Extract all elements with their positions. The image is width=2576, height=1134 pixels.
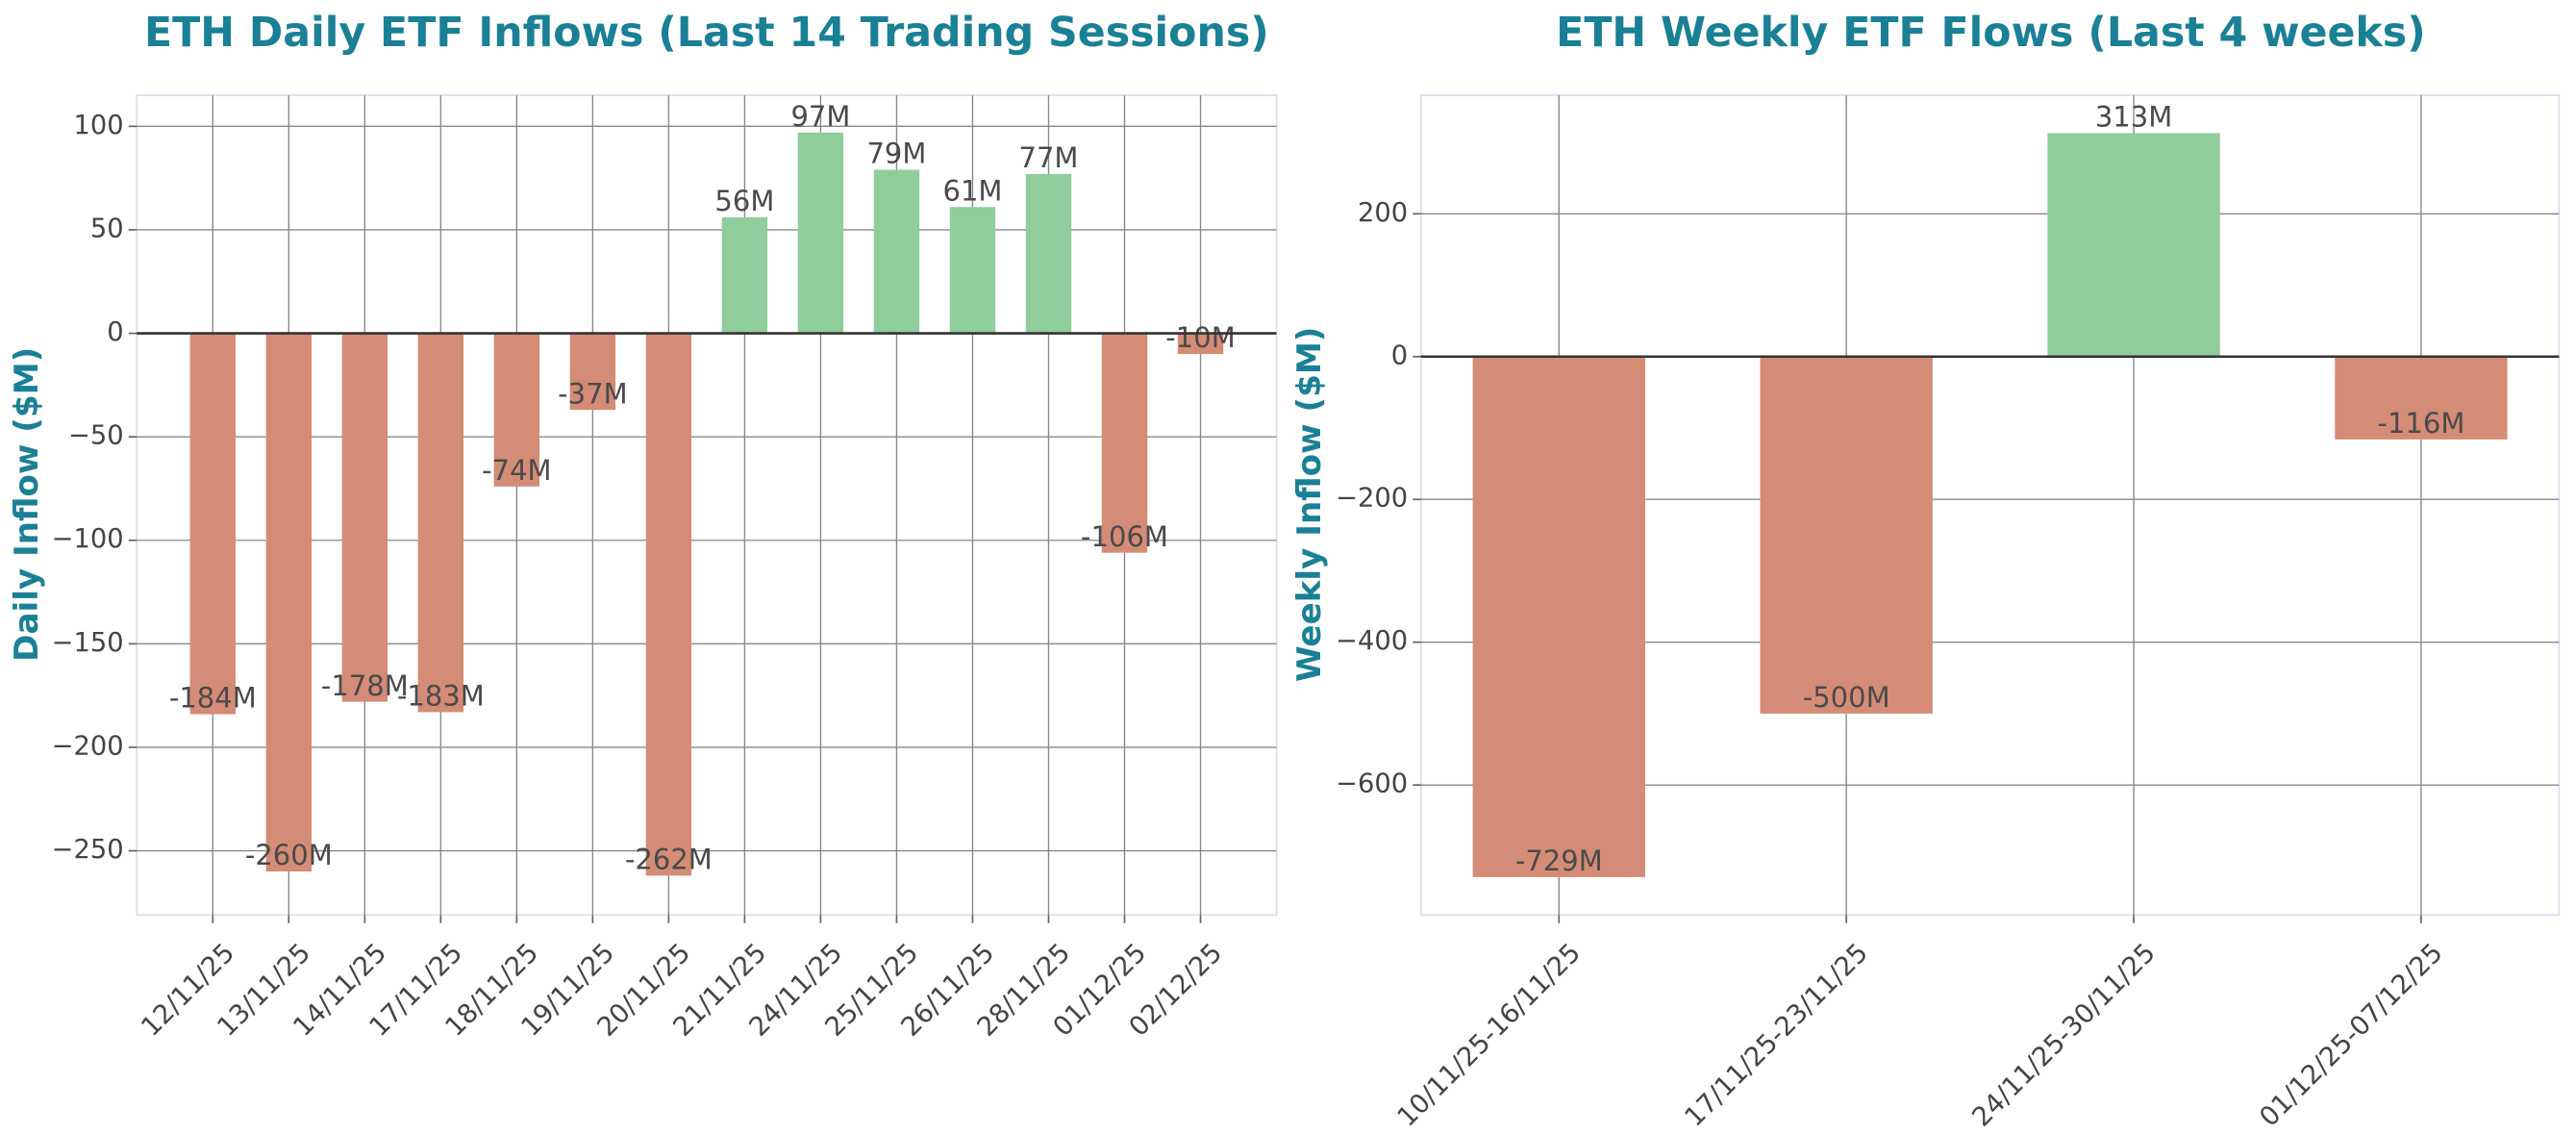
chart-title: ETH Daily ETF Inflows (Last 14 Trading S… [144, 9, 1269, 57]
value-label: -106M [1081, 520, 1168, 553]
value-label: -262M [625, 844, 713, 876]
chart: ETH Daily ETF Inflows (Last 14 Trading S… [8, 9, 1278, 1043]
chart-title: ETH Weekly ETF Flows (Last 4 weeks) [1556, 9, 2426, 57]
y-tick-label: 100 [73, 111, 123, 140]
y-tick-label: −150 [52, 628, 124, 658]
bar [1760, 356, 1933, 714]
y-axis-label: Weekly Inflow ($M) [1290, 327, 1329, 682]
y-tick-label: −600 [1336, 769, 1408, 799]
bar [1177, 333, 1224, 355]
value-label: -178M [321, 669, 409, 702]
bar [2335, 356, 2508, 440]
x-tick-label: 01/12/25-07/12/25 [2254, 938, 2448, 1130]
value-label: -500M [1803, 681, 1890, 714]
y-tick-label: −400 [1336, 626, 1408, 656]
bar [417, 333, 464, 713]
bar [189, 333, 237, 715]
value-label: -729M [1515, 844, 1603, 877]
y-tick-label: −50 [68, 421, 124, 451]
value-label: -184M [169, 682, 257, 715]
value-label: 97M [790, 100, 850, 133]
value-label: -116M [2377, 407, 2464, 440]
bar [721, 217, 768, 334]
value-label: 61M [942, 174, 1002, 207]
value-label: -37M [558, 377, 627, 410]
y-tick-label: −200 [52, 731, 124, 761]
value-label: -10M [1165, 321, 1235, 354]
bar [569, 333, 616, 411]
y-tick-label: −200 [1336, 484, 1408, 514]
value-label: -260M [245, 839, 333, 871]
plot-frame [136, 94, 1278, 917]
x-tick-label: 10/11/25-16/11/25 [1392, 938, 1587, 1130]
bar [873, 169, 920, 334]
plot-frame [1419, 94, 2561, 917]
x-tick-label: 24/11/25-30/11/25 [1966, 938, 2161, 1130]
y-tick-label: −100 [52, 524, 124, 554]
y-tick-label: 50 [90, 214, 124, 243]
bar [493, 333, 540, 487]
chart: ETH Weekly ETF Flows (Last 4 weeks) Weekl… [1290, 9, 2561, 1133]
bar [1025, 173, 1072, 334]
bar [265, 333, 313, 872]
bar [341, 333, 388, 702]
value-label: 79M [866, 138, 926, 170]
bar [949, 207, 996, 334]
bar [645, 333, 692, 876]
bar [1101, 333, 1148, 553]
bar [1472, 356, 1645, 877]
y-tick-label: 200 [1358, 198, 1408, 228]
value-label: 56M [714, 185, 774, 217]
bar [2047, 133, 2220, 357]
value-label: 77M [1019, 141, 1079, 174]
bar [797, 132, 844, 334]
value-label: -74M [482, 454, 551, 487]
y-tick-label: −250 [52, 835, 124, 865]
x-tick-label: 17/11/25-23/11/25 [1680, 938, 1874, 1130]
value-label: 313M [2095, 101, 2172, 134]
value-label: -183M [397, 680, 485, 713]
y-axis-label: Daily Inflow ($M) [8, 347, 46, 662]
y-tick-label: 0 [107, 317, 123, 347]
y-tick-label: 0 [1391, 340, 1408, 370]
